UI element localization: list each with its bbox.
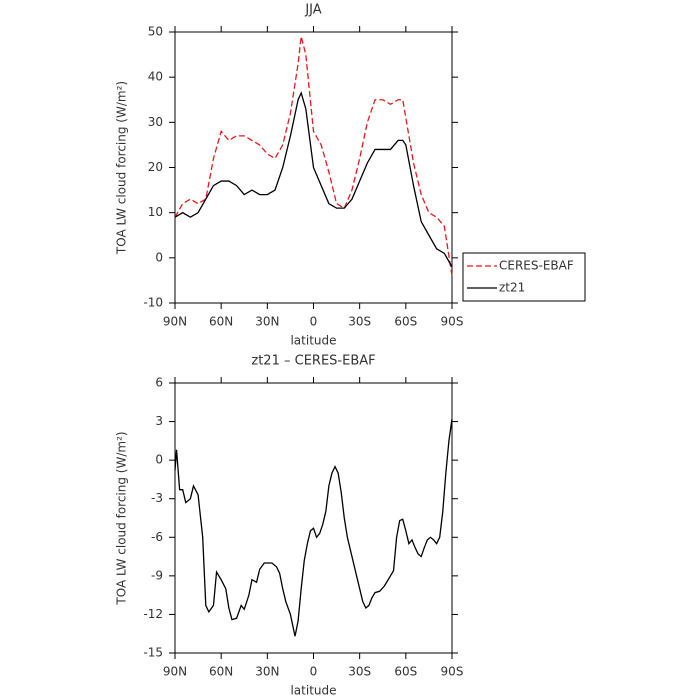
y-tick-label: 6 — [155, 376, 163, 390]
x-tick-label: 60N — [209, 315, 233, 329]
y-tick-label: 50 — [148, 25, 163, 39]
data-line — [174, 36, 453, 276]
x-tick-label: 60N — [209, 665, 233, 679]
plot-frame — [174, 382, 453, 654]
y-tick-label: 20 — [148, 160, 163, 174]
x-tick-label: 60S — [394, 665, 417, 679]
y-tick-label: -15 — [143, 646, 163, 660]
legend-box — [462, 252, 586, 302]
data-line — [174, 418, 453, 637]
x-tick-label: 90N — [163, 315, 187, 329]
y-tick-label: -9 — [151, 568, 163, 582]
y-tick-label: 40 — [148, 70, 163, 84]
x-tick-label: 30S — [348, 315, 371, 329]
y-tick-label: 30 — [148, 115, 163, 129]
y-tick-label: -10 — [143, 296, 163, 310]
y-tick-label: 3 — [155, 414, 163, 428]
legend-label: CERES-EBAF — [499, 259, 574, 273]
x-tick-label: 0 — [310, 315, 318, 329]
x-tick-label: 0 — [310, 665, 318, 679]
x-axis-label: latitude — [290, 334, 336, 348]
y-axis-label: TOA LW cloud forcing (W/m²) — [115, 431, 129, 605]
y-axis-label: TOA LW cloud forcing (W/m²) — [115, 81, 129, 255]
y-tick-label: -12 — [143, 607, 163, 621]
x-tick-label: 30N — [255, 315, 279, 329]
x-tick-label: 30N — [255, 665, 279, 679]
y-tick-label: -6 — [151, 530, 163, 544]
x-axis-label: latitude — [290, 684, 336, 698]
legend-label: zt21 — [499, 281, 525, 295]
x-tick-label: 90S — [441, 665, 464, 679]
y-tick-label: 0 — [155, 453, 163, 467]
y-tick-label: 0 — [155, 250, 163, 264]
y-tick-label: 10 — [148, 205, 163, 219]
chart-title: zt21 – CERES-EBAF — [251, 354, 375, 369]
data-line — [174, 91, 453, 268]
x-tick-label: 60S — [394, 315, 417, 329]
chart-title: JJA — [304, 3, 321, 18]
x-tick-label: 30S — [348, 665, 371, 679]
x-tick-label: 90S — [441, 315, 464, 329]
x-tick-label: 90N — [163, 665, 187, 679]
y-tick-label: -3 — [151, 491, 163, 505]
